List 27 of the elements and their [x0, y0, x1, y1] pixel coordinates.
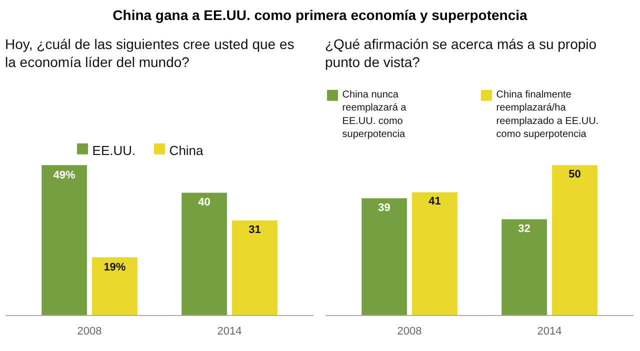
x-tick-label: 2008 [397, 326, 422, 338]
data-label: 31 [248, 224, 261, 236]
data-label: 50 [568, 168, 581, 181]
x-tick-label: 2008 [77, 326, 102, 338]
chart-subtitle: ¿Qué afirmación se acerca más a su propio punto de vista? [325, 35, 598, 72]
bar [502, 219, 547, 316]
bar [552, 165, 598, 316]
data-label: 32 [518, 222, 530, 235]
chart-subtitle: Hoy, ¿cuál de las siguientes cree usted que es la economía líder del mundo? [5, 35, 296, 72]
chart-title: China gana a EE.UU. como primera economía y superpotencia [112, 6, 528, 25]
bar [92, 257, 138, 316]
bar [182, 192, 227, 316]
x-tick-label: 2014 [537, 326, 562, 338]
data-label: 41 [428, 196, 441, 208]
x-tick-label: 2014 [217, 326, 242, 338]
bar [42, 165, 87, 316]
legend-label: China finalmente reemplazará/ha reemplazado a EE.UU. como superpotencia [496, 89, 599, 140]
data-label: 19% [104, 262, 126, 274]
bar [412, 192, 458, 316]
data-label: 39 [378, 202, 390, 214]
legend-label: China nunca reemplazará a EE.UU. como superpotencia [342, 89, 407, 140]
data-label: 40 [198, 196, 210, 208]
legend-label: EE.UU. [92, 143, 136, 158]
bar [362, 198, 407, 316]
legend-label: China [169, 143, 204, 158]
data-label: 49% [53, 170, 76, 182]
bar [232, 220, 278, 316]
